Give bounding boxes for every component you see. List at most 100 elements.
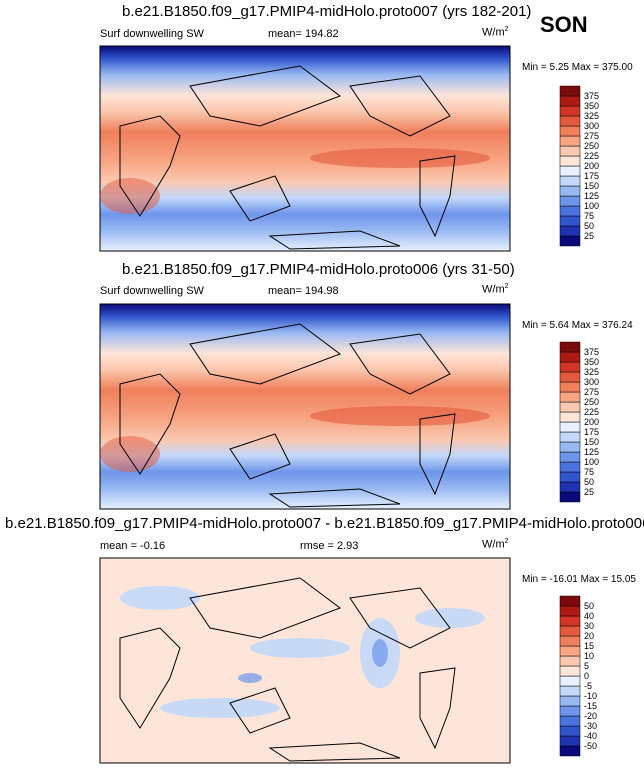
colorbar-tick-label: 30 xyxy=(584,621,594,631)
colorbar-tick-label: 325 xyxy=(584,111,599,121)
colorbar-tick-label: -15 xyxy=(584,701,597,711)
panel-1-title: b.e21.B1850.f09_g17.PMIP4-midHolo.proto0… xyxy=(122,3,532,20)
colorbar-tick-label: 250 xyxy=(584,141,599,151)
colorbar-swatch xyxy=(559,341,581,353)
colorbar-swatch xyxy=(559,361,581,373)
colorbar-swatch xyxy=(559,195,581,207)
panel-2-units: W/m2 xyxy=(482,283,509,296)
panel-3-minmax: Min = -16.01 Max = 15.05 xyxy=(522,574,636,585)
colorbar-swatch xyxy=(559,371,581,383)
colorbar-swatch xyxy=(559,381,581,393)
colorbar-tick-label: 25 xyxy=(584,231,594,241)
colorbar-swatch xyxy=(559,421,581,433)
colorbar-tick-label: 300 xyxy=(584,377,599,387)
panel-2-variable: Surf downwelling SW xyxy=(100,285,204,297)
colorbar-swatch xyxy=(559,125,581,137)
panel-2-minmax: Min = 5.64 Max = 376.24 xyxy=(522,320,633,331)
colorbar-tick-label: 225 xyxy=(584,151,599,161)
panel-2-mean: mean= 194.98 xyxy=(268,285,339,297)
colorbar-tick-label: -20 xyxy=(584,711,597,721)
colorbar-swatch xyxy=(559,615,581,627)
colorbar-tick-label: 175 xyxy=(584,171,599,181)
panel-3-rmse: rmse = 2.93 xyxy=(300,540,359,552)
panel-2-colorbar: 2550751001251501752002252502753003253503… xyxy=(559,341,599,503)
colorbar-tick-label: 275 xyxy=(584,131,599,141)
colorbar-swatch xyxy=(559,735,581,747)
colorbar-tick-label: 40 xyxy=(584,611,594,621)
colorbar-tick-label: 50 xyxy=(584,221,594,231)
colorbar-tick-label: 100 xyxy=(584,201,599,211)
colorbar-tick-label: 250 xyxy=(584,397,599,407)
colorbar-swatch xyxy=(559,401,581,413)
colorbar-tick-label: -10 xyxy=(584,691,597,701)
colorbar-swatch xyxy=(559,635,581,647)
colorbar-swatch xyxy=(559,471,581,483)
colorbar-tick-label: -30 xyxy=(584,721,597,731)
colorbar-swatch xyxy=(559,225,581,237)
panel-3-mean: mean = -0.16 xyxy=(100,540,166,552)
colorbar-swatch xyxy=(559,685,581,697)
colorbar-swatch xyxy=(559,625,581,637)
colorbar-swatch xyxy=(559,595,581,607)
colorbar-tick-label: 350 xyxy=(584,101,599,111)
colorbar-tick-label: 20 xyxy=(584,631,594,641)
colorbar-tick-label: 25 xyxy=(584,487,594,497)
colorbar-tick-label: 75 xyxy=(584,211,594,221)
colorbar-tick-label: 150 xyxy=(584,437,599,447)
panel-1-mean: mean= 194.82 xyxy=(268,28,339,40)
colorbar-tick-label: -50 xyxy=(584,741,597,751)
colorbar-swatch xyxy=(559,725,581,737)
colorbar-swatch xyxy=(559,451,581,463)
colorbar-tick-label: 225 xyxy=(584,407,599,417)
colorbar-tick-label: 150 xyxy=(584,181,599,191)
colorbar-swatch xyxy=(559,235,581,247)
panel-3-map xyxy=(99,557,511,764)
colorbar-tick-label: 75 xyxy=(584,467,594,477)
colorbar-swatch xyxy=(559,665,581,677)
colorbar-tick-label: -5 xyxy=(584,681,592,691)
colorbar-swatch xyxy=(559,431,581,443)
colorbar-swatch xyxy=(559,145,581,157)
panel-1-variable: Surf downwelling SW xyxy=(100,28,204,40)
panel-1-map xyxy=(99,45,511,252)
colorbar-swatch xyxy=(559,175,581,187)
colorbar-tick-label: 10 xyxy=(584,651,594,661)
colorbar-tick-label: 50 xyxy=(584,477,594,487)
colorbar-tick-label: 350 xyxy=(584,357,599,367)
colorbar-swatch xyxy=(559,705,581,717)
colorbar-swatch xyxy=(559,95,581,107)
colorbar-tick-label: 175 xyxy=(584,427,599,437)
colorbar-tick-label: 5 xyxy=(584,661,589,671)
colorbar-tick-label: 375 xyxy=(584,91,599,101)
colorbar-swatch xyxy=(559,391,581,403)
colorbar-tick-label: 325 xyxy=(584,367,599,377)
panel-1-units: W/m2 xyxy=(482,26,509,39)
colorbar-swatch xyxy=(559,185,581,197)
colorbar-swatch xyxy=(559,461,581,473)
colorbar-swatch xyxy=(559,155,581,167)
colorbar-swatch xyxy=(559,675,581,687)
colorbar-tick-label: 50 xyxy=(584,601,594,611)
colorbar-tick-label: 200 xyxy=(584,161,599,171)
colorbar-swatch xyxy=(559,351,581,363)
colorbar-swatch xyxy=(559,605,581,617)
colorbar-tick-label: 300 xyxy=(584,121,599,131)
colorbar-swatch xyxy=(559,441,581,453)
colorbar-swatch xyxy=(559,215,581,227)
colorbar-tick-label: 0 xyxy=(584,671,589,681)
colorbar-tick-label: -40 xyxy=(584,731,597,741)
colorbar-swatch xyxy=(559,745,581,757)
colorbar-tick-label: 125 xyxy=(584,447,599,457)
colorbar-swatch xyxy=(559,105,581,117)
colorbar-tick-label: 15 xyxy=(584,641,594,651)
colorbar-swatch xyxy=(559,481,581,493)
colorbar-swatch xyxy=(559,715,581,727)
colorbar-swatch xyxy=(559,695,581,707)
colorbar-swatch xyxy=(559,645,581,657)
colorbar-swatch xyxy=(559,205,581,217)
colorbar-tick-label: 275 xyxy=(584,387,599,397)
colorbar-tick-label: 200 xyxy=(584,417,599,427)
colorbar-swatch xyxy=(559,165,581,177)
colorbar-swatch xyxy=(559,491,581,503)
